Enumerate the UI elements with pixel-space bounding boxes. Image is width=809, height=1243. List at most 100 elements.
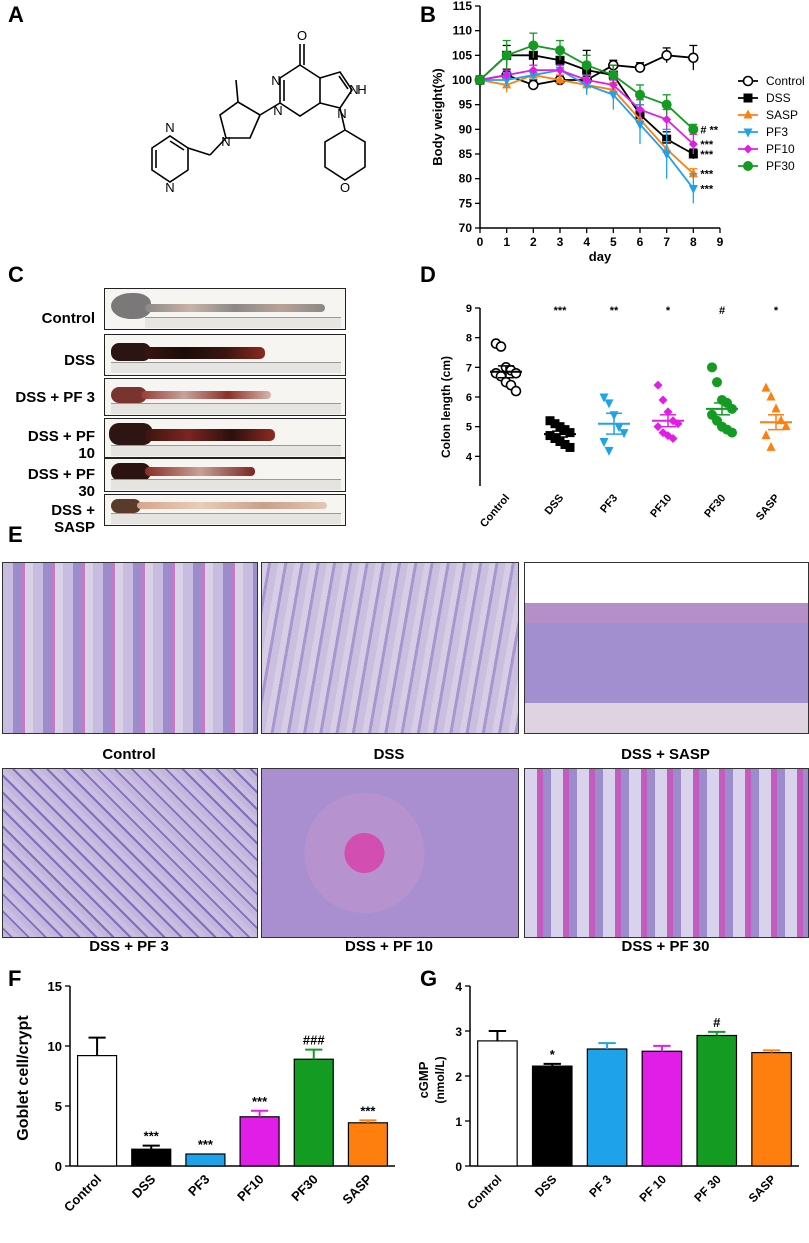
colon-label-control: Control — [41, 310, 95, 327]
y-tick-label: 1 — [455, 1115, 462, 1129]
y-tick-label: 8 — [466, 333, 472, 345]
y-tick-label: 105 — [452, 48, 472, 62]
x-tick-label: PF30 — [702, 492, 728, 520]
bar — [293, 1058, 334, 1167]
significance-label: *** — [198, 1137, 214, 1152]
bar — [76, 1054, 118, 1167]
data-point — [634, 62, 646, 73]
bar — [131, 1148, 172, 1167]
data-point — [475, 75, 485, 85]
panel-letter-g: G — [420, 966, 438, 991]
data-point — [604, 446, 614, 456]
histology-image-dss-pf3 — [2, 768, 258, 938]
data-point — [599, 393, 609, 403]
x-tick-label: Control — [464, 1172, 504, 1212]
y-tick-label: 4 — [466, 451, 473, 463]
data-point — [653, 380, 663, 390]
significance-label: *** — [700, 139, 714, 151]
data-point — [688, 52, 699, 64]
y-tick-label: 5 — [466, 422, 472, 434]
y-tick-label: 0 — [455, 1160, 462, 1174]
y-tick-label: 70 — [459, 221, 473, 235]
x-tick-label: Control — [61, 1172, 104, 1215]
data-point — [781, 421, 791, 431]
data-point — [688, 139, 698, 149]
y-tick-label: 115 — [453, 0, 473, 13]
molecule-n-label: N — [271, 73, 280, 88]
panel-letter-f: F — [8, 966, 22, 991]
colon-label-pf3: DSS + PF 3 — [15, 389, 95, 406]
legend-marker — [743, 161, 753, 171]
body-weight-chart: 70 75 80 85 90 95 100 105 110 115 0 1 2 3 4 5 6 7 8 9 day Bod… — [430, 0, 805, 264]
data-point — [619, 429, 629, 439]
data-point — [501, 50, 512, 61]
data-point — [635, 120, 645, 130]
data-point — [565, 428, 575, 438]
legend-marker — [743, 109, 753, 119]
legend-label: PF30 — [766, 159, 795, 173]
histology-image-dss-pf10 — [261, 768, 519, 938]
data-point — [495, 341, 507, 352]
x-tick-label: 3 — [557, 235, 564, 249]
significance-label: * — [774, 305, 779, 317]
significance-label: # ** — [700, 124, 718, 136]
x-tick-label: 6 — [637, 235, 644, 249]
data-point — [555, 65, 565, 75]
data-point — [565, 442, 575, 452]
data-point — [581, 60, 592, 71]
data-point — [528, 65, 538, 75]
y-tick-label: 75 — [459, 196, 473, 210]
bar — [586, 1048, 628, 1167]
significance-label: * — [666, 305, 671, 317]
bar — [751, 1051, 792, 1167]
colon-photo — [104, 494, 346, 526]
x-tick-label: PF30 — [288, 1172, 321, 1205]
data-point — [528, 71, 538, 81]
x-tick-label: PF10 — [234, 1172, 267, 1205]
significance-label: *** — [700, 169, 714, 181]
colon-label-dss: DSS — [64, 352, 95, 369]
data-point — [555, 74, 565, 84]
molecule-n-label: N — [337, 106, 346, 121]
panel-letter-d: D — [420, 262, 436, 287]
data-point — [707, 362, 717, 373]
data-point — [662, 114, 672, 124]
data-point — [661, 50, 672, 61]
data-point — [608, 70, 619, 81]
data-point — [761, 382, 771, 392]
legend-marker — [743, 93, 753, 103]
bar — [531, 1065, 573, 1167]
significance-label: # — [719, 305, 725, 317]
molecule-n-label: N — [221, 134, 230, 149]
data-point — [662, 150, 672, 160]
data-point — [635, 105, 645, 115]
legend-marker — [742, 75, 754, 87]
y-axis-unit-label: (nmol/L) — [433, 1056, 447, 1103]
y-tick-label: 90 — [459, 122, 473, 136]
x-tick-label: SASP — [754, 492, 782, 523]
significance-label: *** — [144, 1129, 160, 1144]
y-tick-label: 15 — [48, 979, 62, 994]
bar — [347, 1122, 389, 1167]
significance-label: *** — [700, 184, 714, 196]
significance-label: # — [713, 1015, 721, 1030]
data-point — [560, 425, 570, 435]
significance-label: *** — [360, 1103, 376, 1118]
data-point — [653, 422, 663, 432]
colon-label-pf30: DSS + PF 30 — [27, 466, 95, 500]
legend-label: PF10 — [766, 142, 795, 156]
bar — [239, 1116, 280, 1167]
legend-label: Control — [766, 74, 805, 88]
data-point — [502, 76, 512, 86]
data-point — [766, 441, 776, 451]
y-tick-label: 2 — [455, 1070, 462, 1084]
histology-image-dss-pf30 — [524, 768, 809, 938]
data-point — [502, 70, 512, 80]
molecule-n-label: N — [273, 103, 282, 118]
x-tick-label: PF3 — [598, 492, 620, 515]
y-tick-label: 5 — [55, 1099, 62, 1114]
legend-marker — [743, 128, 753, 138]
data-point — [528, 40, 539, 51]
y-tick-label: 80 — [459, 172, 473, 186]
data-point — [761, 430, 771, 440]
